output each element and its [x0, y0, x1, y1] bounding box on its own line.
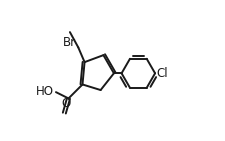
Text: O: O	[62, 97, 71, 110]
Text: HO: HO	[36, 85, 54, 98]
Text: Cl: Cl	[157, 67, 168, 80]
Text: Br: Br	[63, 36, 76, 49]
